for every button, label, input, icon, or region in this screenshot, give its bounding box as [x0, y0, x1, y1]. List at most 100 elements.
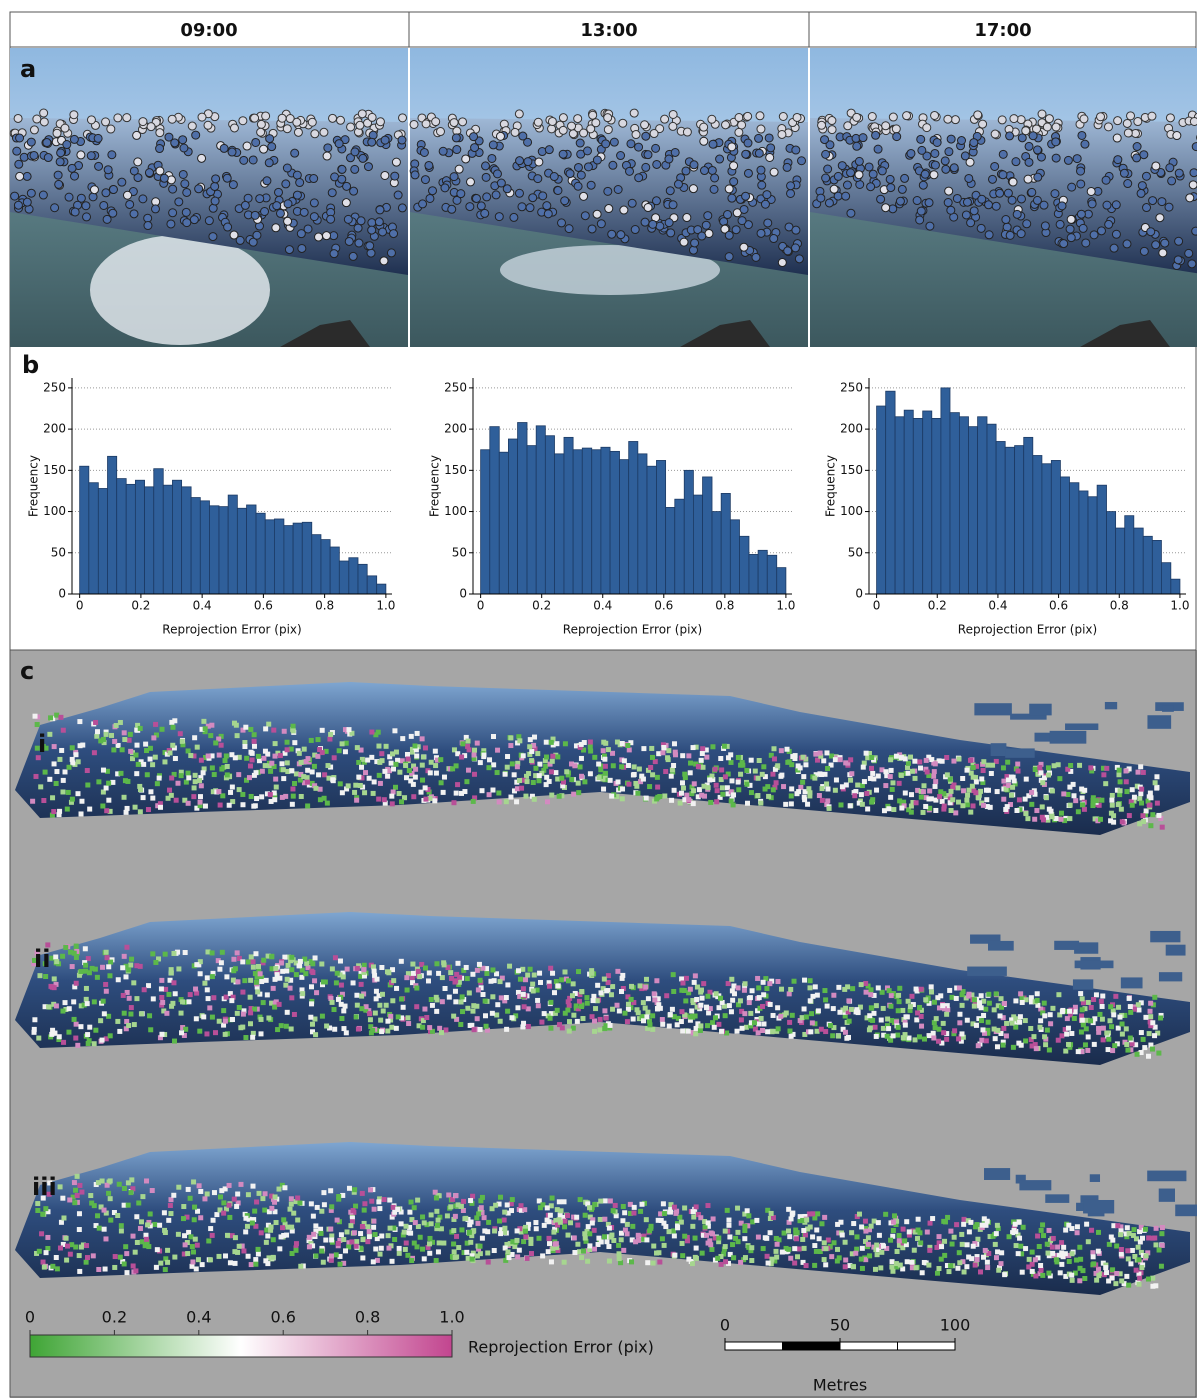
- error-point: [438, 757, 444, 763]
- tracked-point: [664, 218, 674, 228]
- error-point: [604, 1239, 610, 1245]
- error-point: [1077, 1244, 1083, 1250]
- error-point: [822, 988, 828, 994]
- error-point: [219, 1188, 225, 1194]
- error-point: [404, 751, 410, 757]
- error-point: [1002, 1272, 1008, 1278]
- error-point: [693, 1245, 699, 1251]
- error-point: [73, 1035, 79, 1041]
- error-point: [853, 1009, 859, 1015]
- error-point: [775, 1026, 781, 1032]
- error-point: [422, 785, 428, 791]
- error-point: [570, 981, 576, 987]
- error-point: [388, 1013, 394, 1019]
- error-point: [994, 789, 1000, 795]
- error-point: [893, 753, 899, 759]
- tracked-point: [634, 173, 644, 183]
- error-point: [1065, 791, 1071, 797]
- error-point: [553, 770, 559, 776]
- error-point: [385, 1018, 391, 1024]
- error-point: [1083, 1026, 1089, 1032]
- error-point: [1017, 1019, 1023, 1025]
- error-point: [622, 1010, 628, 1016]
- error-point: [234, 733, 240, 739]
- tracked-point: [1028, 131, 1038, 141]
- tracked-point: [998, 149, 1008, 159]
- error-point: [731, 792, 737, 798]
- error-point: [410, 781, 416, 787]
- error-point: [903, 1014, 909, 1020]
- error-point: [321, 1190, 327, 1196]
- error-point: [332, 955, 338, 961]
- error-point: [1140, 813, 1146, 819]
- error-point: [298, 793, 304, 799]
- tracked-point: [166, 219, 176, 229]
- error-point: [185, 770, 191, 776]
- error-point: [601, 739, 607, 745]
- error-point: [1001, 796, 1007, 802]
- error-point: [279, 761, 285, 767]
- error-point: [964, 767, 970, 773]
- error-point: [1136, 1007, 1142, 1013]
- error-point: [341, 1008, 347, 1014]
- error-point: [843, 1005, 849, 1011]
- error-point: [96, 1225, 102, 1231]
- error-point: [920, 789, 926, 795]
- error-point: [967, 757, 973, 763]
- error-point: [998, 996, 1004, 1002]
- tracked-point: [1008, 177, 1018, 187]
- error-point: [529, 748, 535, 754]
- error-point: [573, 1003, 579, 1009]
- error-point: [339, 741, 345, 747]
- tracked-point: [1122, 239, 1132, 249]
- error-point: [1136, 1257, 1142, 1263]
- error-point: [417, 974, 423, 980]
- error-point: [232, 1260, 238, 1266]
- error-point: [306, 1234, 312, 1240]
- error-point: [530, 988, 536, 994]
- ice-fragment: [974, 703, 1012, 716]
- error-point: [1109, 1024, 1115, 1030]
- error-point: [896, 999, 902, 1005]
- error-point: [32, 1017, 38, 1023]
- error-point: [134, 1239, 140, 1245]
- error-point: [441, 960, 447, 966]
- error-point: [50, 795, 56, 801]
- error-point: [265, 1261, 271, 1267]
- error-point: [680, 980, 686, 986]
- error-point: [712, 1015, 718, 1021]
- error-point: [459, 994, 465, 1000]
- ice-fragment: [1072, 979, 1094, 990]
- tracked-point: [322, 151, 332, 161]
- error-point: [735, 754, 741, 760]
- tracked-point: [727, 142, 737, 152]
- error-point: [735, 779, 741, 785]
- error-point: [223, 1253, 229, 1259]
- error-point: [889, 1259, 895, 1265]
- error-point: [983, 1038, 989, 1044]
- error-point: [451, 1241, 457, 1247]
- error-point: [905, 760, 911, 766]
- error-point: [802, 1232, 808, 1238]
- error-point: [977, 1269, 983, 1275]
- error-point: [261, 755, 267, 761]
- error-point: [229, 1017, 235, 1023]
- error-point: [235, 979, 241, 985]
- tracked-point: [487, 153, 497, 163]
- error-point: [562, 741, 568, 747]
- tracked-point: [816, 193, 826, 203]
- tracked-point: [523, 157, 533, 167]
- error-point: [1001, 1000, 1007, 1006]
- error-point: [668, 773, 674, 779]
- error-point: [726, 1003, 732, 1009]
- error-point: [592, 1028, 598, 1034]
- error-point: [76, 1253, 82, 1259]
- error-point: [699, 1250, 705, 1256]
- error-point: [205, 996, 211, 1002]
- error-point: [420, 1024, 426, 1030]
- error-point: [888, 993, 894, 999]
- error-point: [808, 1029, 814, 1035]
- error-point: [108, 1217, 114, 1223]
- error-point: [1015, 1251, 1021, 1257]
- tracked-point: [727, 193, 737, 203]
